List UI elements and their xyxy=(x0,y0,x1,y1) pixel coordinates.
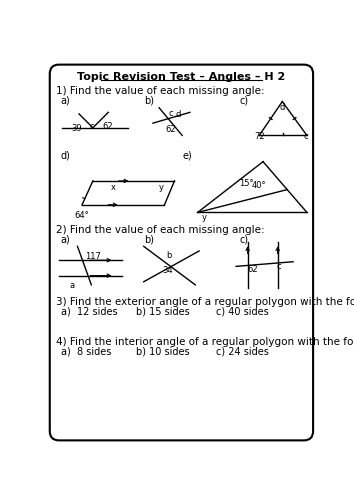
Text: 117: 117 xyxy=(85,252,101,260)
Text: 2) Find the value of each missing angle:: 2) Find the value of each missing angle: xyxy=(56,225,264,235)
Text: 1) Find the value of each missing angle:: 1) Find the value of each missing angle: xyxy=(56,86,264,96)
Text: a): a) xyxy=(61,234,70,244)
Text: c) 40 sides: c) 40 sides xyxy=(216,306,269,316)
Text: d: d xyxy=(280,103,285,112)
Text: 62: 62 xyxy=(165,124,176,134)
Text: 3) Find the exterior angle of a regular polygon with the following sides:: 3) Find the exterior angle of a regular … xyxy=(56,297,354,307)
Text: b) 10 sides: b) 10 sides xyxy=(136,346,190,356)
Text: c: c xyxy=(304,132,308,141)
Text: 4) Find the interior angle of a regular polygon with the following sides:: 4) Find the interior angle of a regular … xyxy=(56,337,354,347)
Text: 72: 72 xyxy=(255,132,265,141)
Text: 62: 62 xyxy=(248,265,258,274)
Text: x: x xyxy=(110,183,116,192)
Text: 39: 39 xyxy=(71,124,82,133)
Text: y: y xyxy=(201,213,206,222)
Text: c: c xyxy=(277,262,281,270)
Text: d: d xyxy=(175,110,181,119)
Text: c): c) xyxy=(239,96,248,106)
Text: b) 15 sides: b) 15 sides xyxy=(136,306,190,316)
Text: a): a) xyxy=(61,96,70,106)
Text: 40°: 40° xyxy=(251,181,266,190)
Text: a: a xyxy=(70,281,75,290)
Text: Topic Revision Test – Angles – H 2: Topic Revision Test – Angles – H 2 xyxy=(77,72,286,83)
Text: y: y xyxy=(159,183,164,192)
Text: a)  8 sides: a) 8 sides xyxy=(61,346,111,356)
Text: b: b xyxy=(166,251,171,260)
Text: 64°: 64° xyxy=(74,211,89,220)
Text: c: c xyxy=(89,122,94,130)
Text: 15°: 15° xyxy=(239,178,254,188)
Text: d): d) xyxy=(61,150,70,160)
Text: b): b) xyxy=(144,234,154,244)
Text: b): b) xyxy=(144,96,154,106)
Text: c): c) xyxy=(239,234,248,244)
Text: 62: 62 xyxy=(102,122,113,130)
Text: e): e) xyxy=(182,150,192,160)
Text: c) 24 sides: c) 24 sides xyxy=(216,346,269,356)
FancyBboxPatch shape xyxy=(50,64,313,440)
Text: 34: 34 xyxy=(162,266,173,276)
Text: c: c xyxy=(169,108,173,118)
Text: a)  12 sides: a) 12 sides xyxy=(61,306,117,316)
